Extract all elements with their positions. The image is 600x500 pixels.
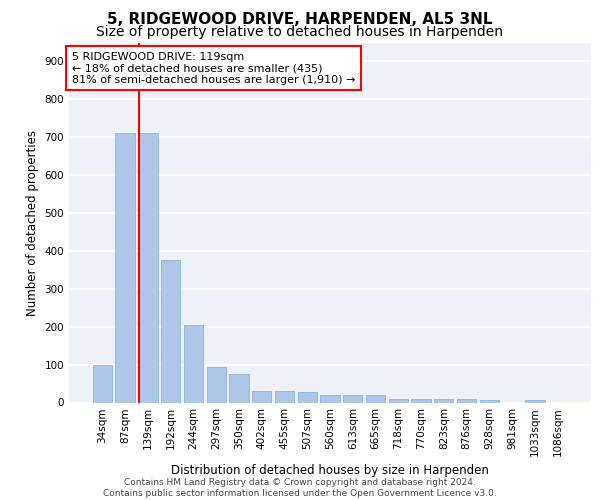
Bar xyxy=(138,134,158,402)
Bar xyxy=(457,400,476,402)
Text: 5 RIDGEWOOD DRIVE: 119sqm
← 18% of detached houses are smaller (435)
81% of semi: 5 RIDGEWOOD DRIVE: 119sqm ← 18% of detac… xyxy=(71,52,355,84)
Bar xyxy=(320,395,340,402)
Bar xyxy=(252,391,271,402)
Bar xyxy=(93,364,112,403)
Bar xyxy=(525,400,545,402)
Y-axis label: Number of detached properties: Number of detached properties xyxy=(26,130,39,316)
Bar xyxy=(161,260,181,402)
Bar xyxy=(389,400,408,402)
Bar xyxy=(434,400,454,402)
Bar xyxy=(343,395,362,402)
X-axis label: Distribution of detached houses by size in Harpenden: Distribution of detached houses by size … xyxy=(171,464,489,477)
Bar xyxy=(229,374,248,402)
Text: Size of property relative to detached houses in Harpenden: Size of property relative to detached ho… xyxy=(97,25,503,39)
Bar xyxy=(298,392,317,402)
Bar xyxy=(115,134,135,402)
Bar xyxy=(366,395,385,402)
Text: 5, RIDGEWOOD DRIVE, HARPENDEN, AL5 3NL: 5, RIDGEWOOD DRIVE, HARPENDEN, AL5 3NL xyxy=(107,12,493,28)
Bar xyxy=(184,325,203,402)
Bar xyxy=(479,400,499,402)
Bar xyxy=(206,366,226,402)
Text: Contains HM Land Registry data © Crown copyright and database right 2024.
Contai: Contains HM Land Registry data © Crown c… xyxy=(103,478,497,498)
Bar xyxy=(412,400,431,402)
Bar xyxy=(275,391,294,402)
